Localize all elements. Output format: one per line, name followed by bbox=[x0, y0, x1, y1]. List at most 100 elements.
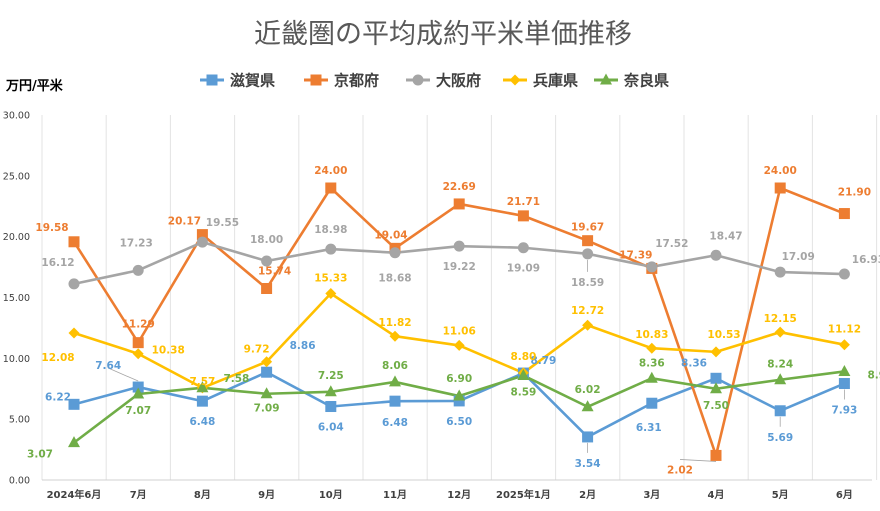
data-point-marker bbox=[774, 405, 786, 417]
data-point-marker bbox=[710, 382, 722, 394]
data-point-marker bbox=[325, 182, 337, 194]
x-tick-label: 4月 bbox=[708, 489, 725, 501]
data-point-marker bbox=[196, 236, 208, 248]
data-label: 16.93 bbox=[852, 254, 880, 266]
data-point-marker bbox=[68, 327, 80, 339]
x-tick-label: 2月 bbox=[579, 489, 596, 501]
x-tick-label: 2024年6月 bbox=[47, 488, 102, 501]
data-label: 21.90 bbox=[838, 187, 871, 199]
data-point-marker bbox=[389, 395, 401, 407]
data-point-marker bbox=[646, 397, 658, 409]
x-tick-label: 12月 bbox=[447, 489, 471, 501]
data-label: 7.25 bbox=[318, 370, 344, 382]
data-point-marker bbox=[389, 330, 401, 342]
data-label: 7.57 bbox=[189, 376, 215, 388]
data-point-marker bbox=[710, 372, 722, 384]
data-label: 9.72 bbox=[244, 344, 270, 356]
data-point-marker bbox=[838, 339, 850, 351]
data-point-marker bbox=[132, 337, 144, 349]
data-label: 22.69 bbox=[443, 181, 476, 193]
data-point-marker bbox=[196, 395, 208, 407]
data-label: 18.68 bbox=[378, 273, 411, 285]
data-label: 17.09 bbox=[782, 251, 815, 263]
data-label: 7.50 bbox=[703, 400, 729, 412]
data-label: 18.47 bbox=[709, 230, 742, 242]
data-label: 8.86 bbox=[290, 340, 316, 352]
data-label: 12.08 bbox=[41, 352, 74, 364]
data-label: 8.79 bbox=[530, 355, 556, 367]
legend-entry-label: 滋賀県 bbox=[230, 72, 275, 90]
data-point-marker bbox=[646, 261, 658, 273]
data-point-marker bbox=[774, 182, 786, 194]
data-label: 11.29 bbox=[122, 319, 155, 331]
data-label: 6.90 bbox=[446, 373, 472, 385]
data-point-marker bbox=[710, 449, 722, 461]
data-point-marker bbox=[581, 400, 594, 412]
data-label: 6.22 bbox=[45, 391, 71, 403]
data-point-marker bbox=[453, 395, 465, 407]
data-point-marker bbox=[324, 385, 337, 397]
data-label: 11.06 bbox=[443, 325, 476, 337]
data-label: 10.53 bbox=[707, 329, 740, 341]
data-point-marker bbox=[325, 401, 337, 413]
y-tick-label: 25.00 bbox=[3, 171, 30, 182]
data-label: 15.74 bbox=[258, 265, 291, 277]
data-label: 8.92 bbox=[867, 369, 880, 381]
x-tick-label: 2025年1月 bbox=[496, 488, 551, 501]
data-label: 21.71 bbox=[507, 196, 540, 208]
legend-entry-label: 京都府 bbox=[334, 72, 379, 90]
legend-marker-swatch bbox=[509, 74, 521, 86]
data-label: 17.23 bbox=[120, 237, 153, 249]
data-point-marker bbox=[582, 319, 594, 331]
data-point-marker bbox=[774, 266, 786, 278]
data-point-marker bbox=[710, 346, 722, 358]
data-label: 18.59 bbox=[571, 277, 604, 289]
data-label: 15.33 bbox=[314, 272, 347, 284]
legend-marker-swatch bbox=[412, 74, 424, 86]
data-point-marker bbox=[774, 373, 787, 385]
data-label: 24.00 bbox=[764, 165, 797, 177]
data-point-marker bbox=[389, 375, 401, 387]
legend-entry-label: 奈良県 bbox=[623, 72, 669, 90]
data-point-marker bbox=[325, 287, 337, 299]
y-tick-label: 15.00 bbox=[3, 293, 30, 304]
data-point-marker bbox=[710, 249, 722, 261]
x-tick-label: 5月 bbox=[772, 489, 789, 501]
y-axis-ticks: 0.00 5.00 10.00 15.00 20.00 25.00 30.00 bbox=[3, 111, 30, 487]
label-leader-lines bbox=[108, 259, 845, 462]
data-label: 7.93 bbox=[831, 405, 857, 417]
data-point-marker bbox=[453, 339, 465, 351]
legend-marker-swatch bbox=[206, 74, 218, 86]
data-point-marker bbox=[261, 366, 273, 378]
data-label: 7.64 bbox=[95, 360, 121, 372]
data-point-marker bbox=[68, 236, 80, 248]
data-label: 6.50 bbox=[446, 416, 472, 428]
series-markers bbox=[68, 182, 851, 461]
data-label: 3.54 bbox=[575, 458, 601, 470]
x-tick-label: 3月 bbox=[643, 489, 660, 501]
data-point-marker bbox=[582, 235, 594, 247]
data-label: 6.04 bbox=[318, 422, 344, 434]
x-tick-label: 10月 bbox=[319, 489, 343, 501]
y-tick-label: 10.00 bbox=[3, 354, 30, 365]
data-label: 6.31 bbox=[636, 422, 662, 434]
y-tick-label: 0.00 bbox=[9, 476, 30, 487]
data-label: 8.06 bbox=[382, 360, 408, 372]
data-point-marker bbox=[261, 282, 273, 294]
data-label: 17.52 bbox=[655, 238, 688, 250]
data-point-marker bbox=[517, 368, 530, 380]
data-label: 11.12 bbox=[828, 324, 861, 336]
y-axis-unit-label: 万円/平米 bbox=[5, 78, 64, 94]
data-label: 8.36 bbox=[639, 357, 665, 369]
x-tick-label: 6月 bbox=[836, 489, 853, 501]
data-point-marker bbox=[261, 356, 273, 368]
x-tick-label: 9月 bbox=[258, 489, 275, 501]
data-point-marker bbox=[132, 381, 144, 393]
data-label: 8.59 bbox=[510, 386, 536, 398]
data-point-marker bbox=[517, 242, 529, 254]
legend-entry-label: 兵庫県 bbox=[533, 72, 578, 90]
data-point-marker bbox=[260, 387, 273, 399]
data-label: 16.12 bbox=[41, 257, 74, 269]
